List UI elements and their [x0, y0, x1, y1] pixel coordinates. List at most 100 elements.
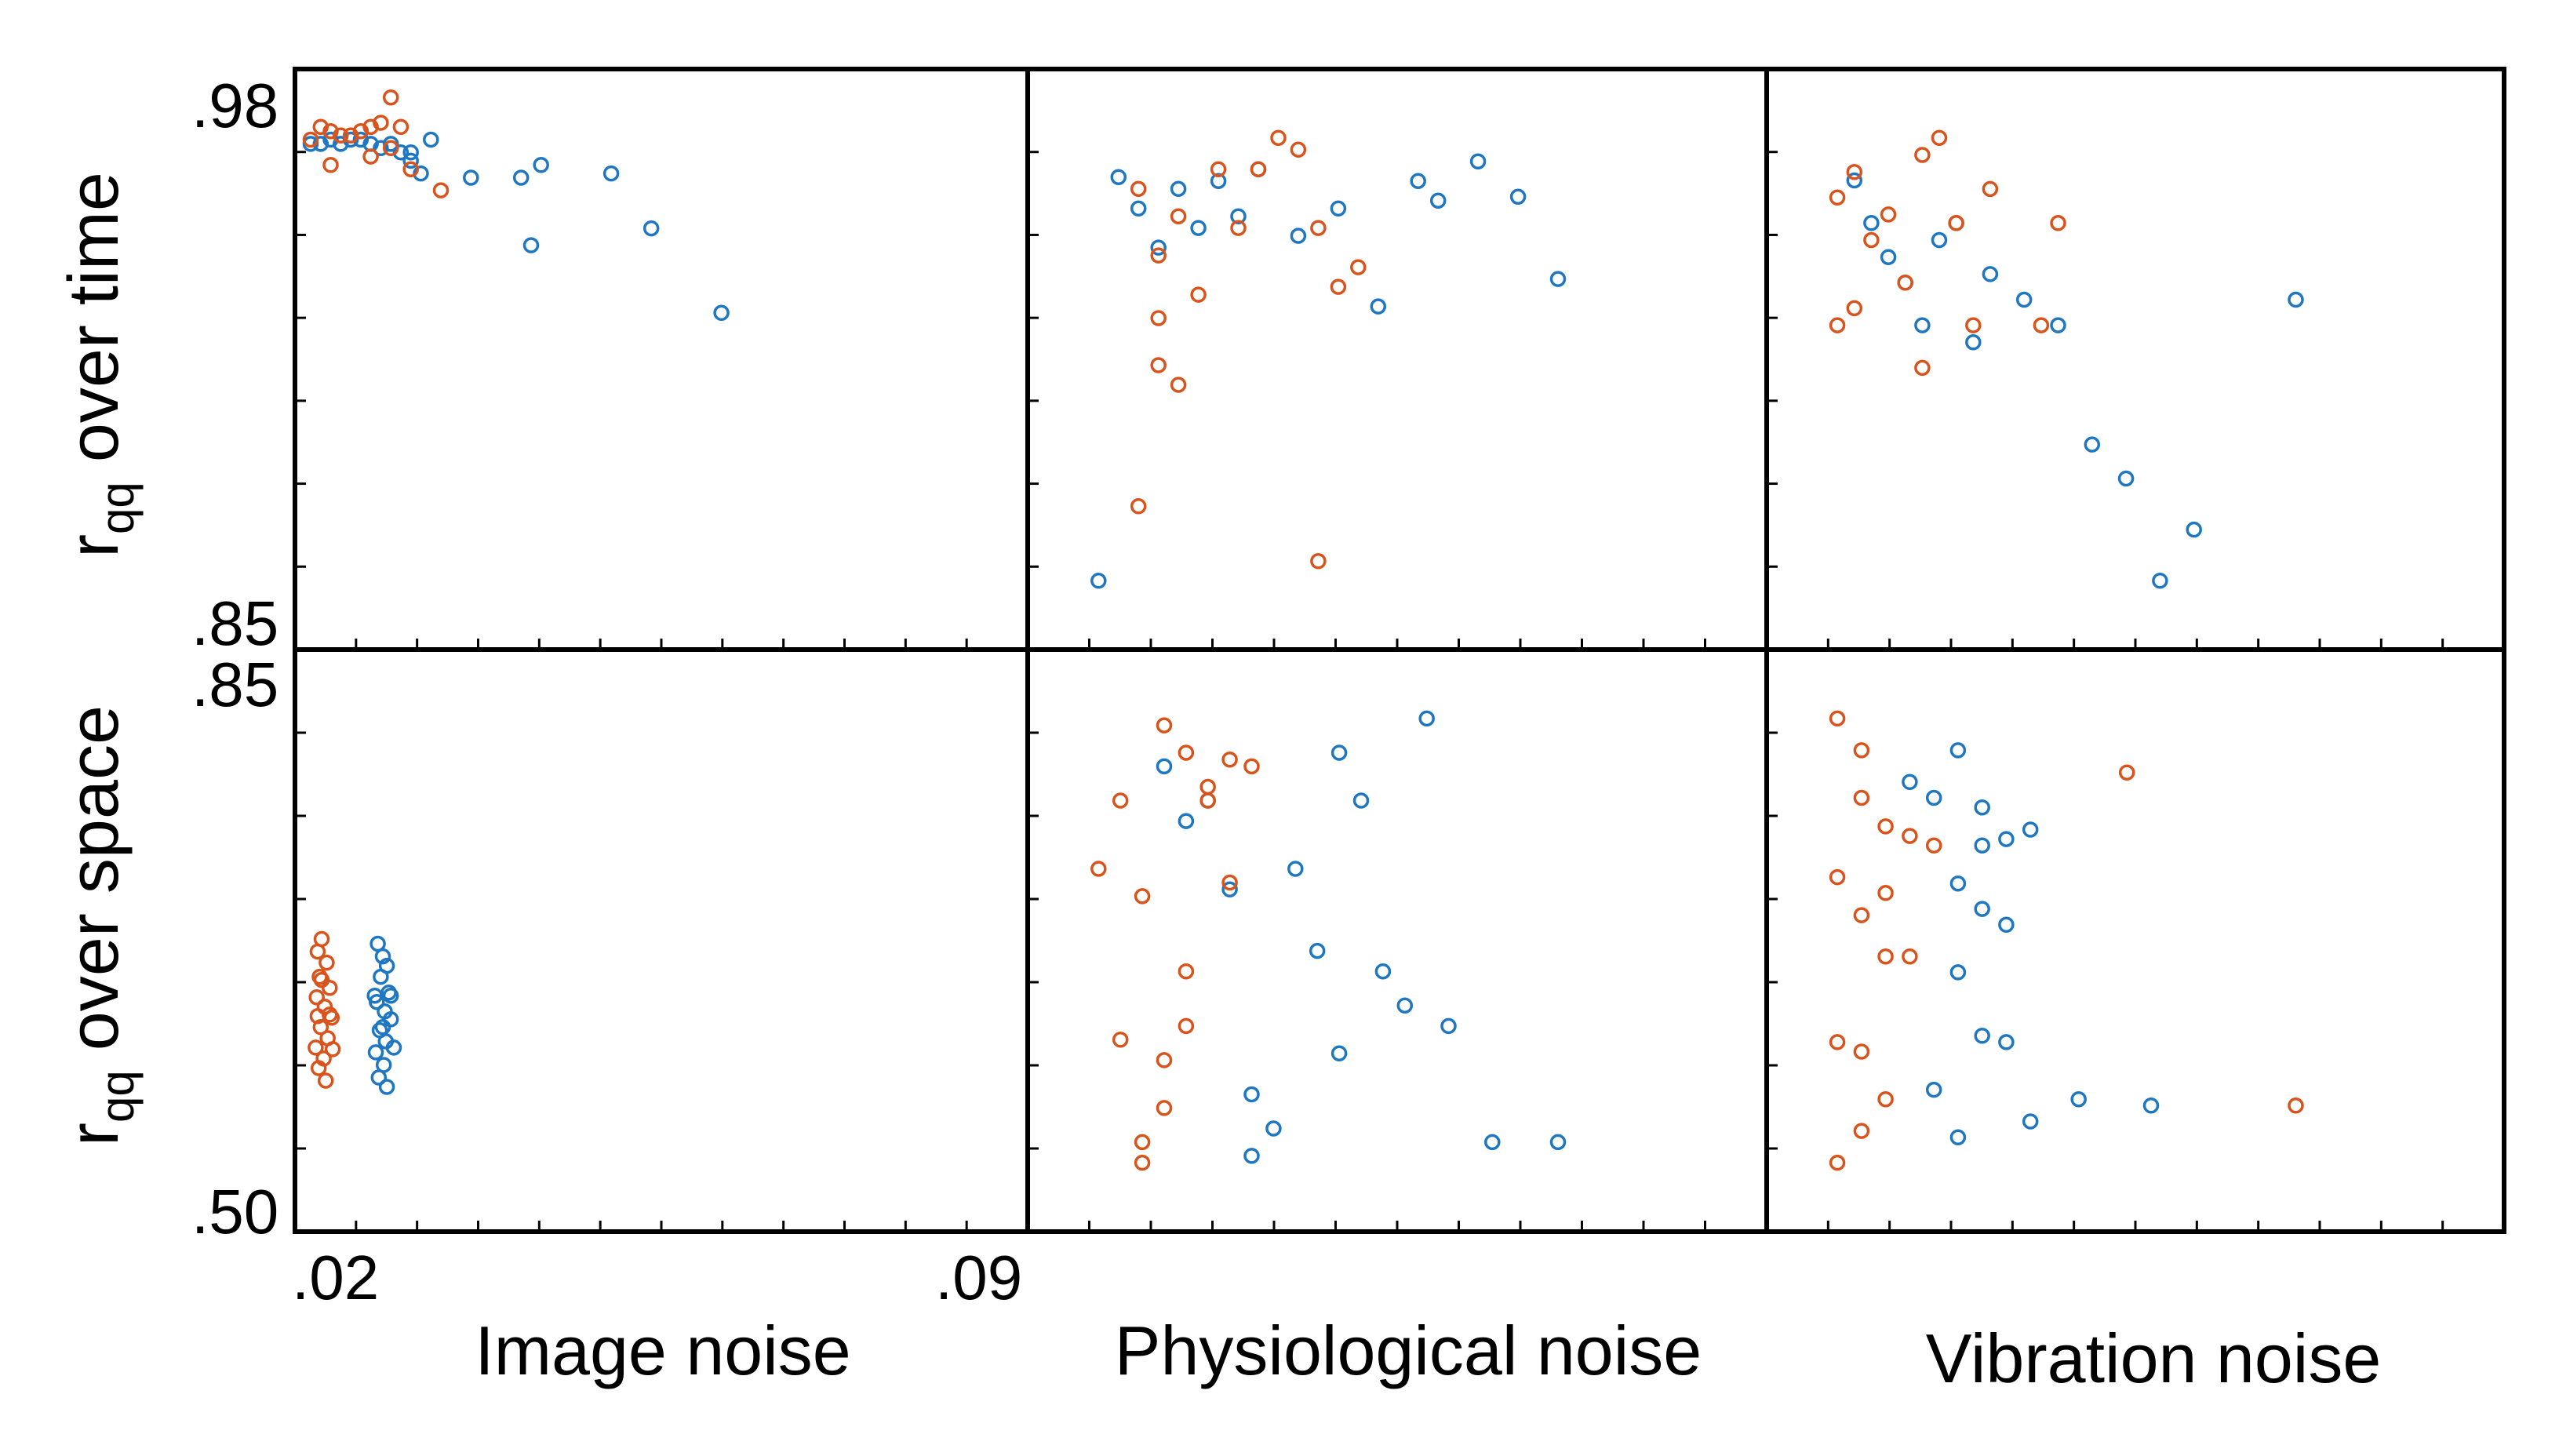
y-title-top-main: r	[55, 534, 133, 558]
data-point-orange	[1290, 141, 1307, 158]
data-point-orange	[1877, 948, 1894, 965]
data-point-orange	[1190, 286, 1207, 303]
data-point-orange	[1914, 359, 1931, 377]
data-point-orange	[333, 127, 349, 144]
data-point-orange	[322, 979, 338, 996]
data-point-blue	[522, 237, 540, 253]
data-point-blue	[1965, 334, 1982, 351]
y-title-bottom-main: r	[55, 1123, 133, 1146]
tick-label-x-min: .02	[292, 1243, 379, 1312]
data-point-orange	[1170, 377, 1187, 393]
data-point-blue	[2152, 573, 2168, 589]
data-point-orange	[1130, 180, 1147, 197]
data-point-blue	[1931, 231, 1948, 249]
data-point-blue	[1549, 1134, 1567, 1151]
data-point-blue	[1110, 169, 1127, 185]
data-point-blue	[1410, 173, 1426, 189]
data-point-blue	[1309, 942, 1326, 959]
data-point-orange	[1931, 129, 1948, 146]
data-point-blue	[2186, 521, 2202, 538]
data-point-blue	[642, 220, 660, 237]
tick-label-bottom-y-min: .50	[191, 1177, 278, 1247]
data-point-blue	[1396, 997, 1414, 1014]
data-point-blue	[463, 169, 479, 186]
data-point-orange	[309, 943, 326, 960]
data-point-orange	[1829, 1154, 1846, 1171]
data-point-blue	[385, 1039, 402, 1056]
data-point-blue	[1549, 271, 1567, 287]
panel-frames	[293, 67, 2506, 1234]
data-point-orange	[1130, 498, 1147, 515]
data-point-orange	[313, 971, 330, 988]
data-point-orange	[1178, 744, 1195, 761]
data-point-orange	[322, 157, 339, 173]
data-point-blue	[1925, 789, 1942, 806]
data-point-orange	[402, 161, 419, 177]
data-point-orange	[1150, 310, 1167, 326]
data-point-blue	[1330, 200, 1347, 217]
data-point-orange	[1199, 792, 1216, 809]
y-title-bottom-rest: over space	[55, 705, 133, 1070]
data-point-blue	[1210, 173, 1227, 189]
data-point-blue	[423, 131, 439, 148]
data-point-blue	[1949, 875, 1967, 892]
data-point-orange	[1982, 180, 1999, 198]
data-point-blue	[1230, 208, 1247, 224]
data-point-blue	[1863, 215, 1880, 231]
data-point-orange	[1230, 220, 1247, 236]
tick-label-bottom-y-max: .85	[191, 650, 278, 719]
data-point-orange	[1829, 868, 1846, 886]
data-point-orange	[382, 89, 399, 106]
data-point-blue	[1170, 180, 1187, 197]
data-point-orange	[1134, 888, 1151, 905]
data-point-orange	[324, 1041, 341, 1057]
data-point-blue	[1974, 901, 1990, 917]
data-points	[302, 89, 2304, 1171]
data-point-orange	[1853, 742, 1870, 759]
data-point-blue	[1352, 792, 1370, 809]
data-point-blue	[370, 1069, 388, 1086]
data-point-blue	[533, 157, 549, 173]
data-point-orange	[1829, 189, 1846, 206]
data-point-orange	[319, 954, 335, 971]
data-point-orange	[1134, 1134, 1151, 1151]
data-point-blue	[1150, 239, 1167, 256]
y-axis-title-over-space: rqq over space	[55, 705, 144, 1146]
data-point-blue	[1330, 1045, 1348, 1061]
data-point-blue	[1974, 1028, 1990, 1044]
data-point-blue	[2288, 291, 2304, 308]
data-point-orange	[1863, 231, 1880, 249]
data-point-orange	[1112, 792, 1129, 809]
data-point-blue	[1469, 153, 1487, 169]
data-point-orange	[1270, 129, 1287, 146]
data-point-orange	[1829, 317, 1846, 333]
data-point-orange	[1829, 710, 1846, 727]
data-point-orange	[382, 140, 399, 157]
data-point-blue	[1902, 774, 1918, 791]
data-point-orange	[1150, 247, 1167, 264]
data-point-blue	[373, 968, 389, 985]
data-point-blue	[1974, 799, 1990, 816]
y-axis-title-over-time: rqq over time	[55, 172, 144, 558]
data-point-orange	[308, 988, 325, 1006]
data-point-orange	[317, 1072, 334, 1089]
data-point-blue	[1156, 758, 1173, 775]
data-point-orange	[1948, 215, 1964, 231]
data-point-orange	[1310, 220, 1327, 236]
data-point-blue	[1880, 249, 1897, 265]
data-point-orange	[1156, 1052, 1173, 1068]
data-point-blue	[374, 948, 391, 965]
data-point-orange	[2033, 317, 2050, 333]
data-point-orange	[1965, 317, 1982, 333]
data-point-orange	[1925, 837, 1942, 854]
y-title-bottom-sub: qq	[91, 1070, 144, 1123]
data-point-orange	[1350, 259, 1367, 275]
data-point-blue	[1949, 742, 1967, 759]
data-point-blue	[382, 987, 399, 1004]
tick-label-top-y-min: .85	[191, 588, 278, 658]
data-point-blue	[2015, 291, 2033, 308]
data-point-orange	[1853, 1043, 1870, 1060]
data-point-blue	[1265, 1120, 1282, 1137]
data-point-orange	[1902, 828, 1918, 844]
data-point-orange	[1243, 758, 1260, 775]
